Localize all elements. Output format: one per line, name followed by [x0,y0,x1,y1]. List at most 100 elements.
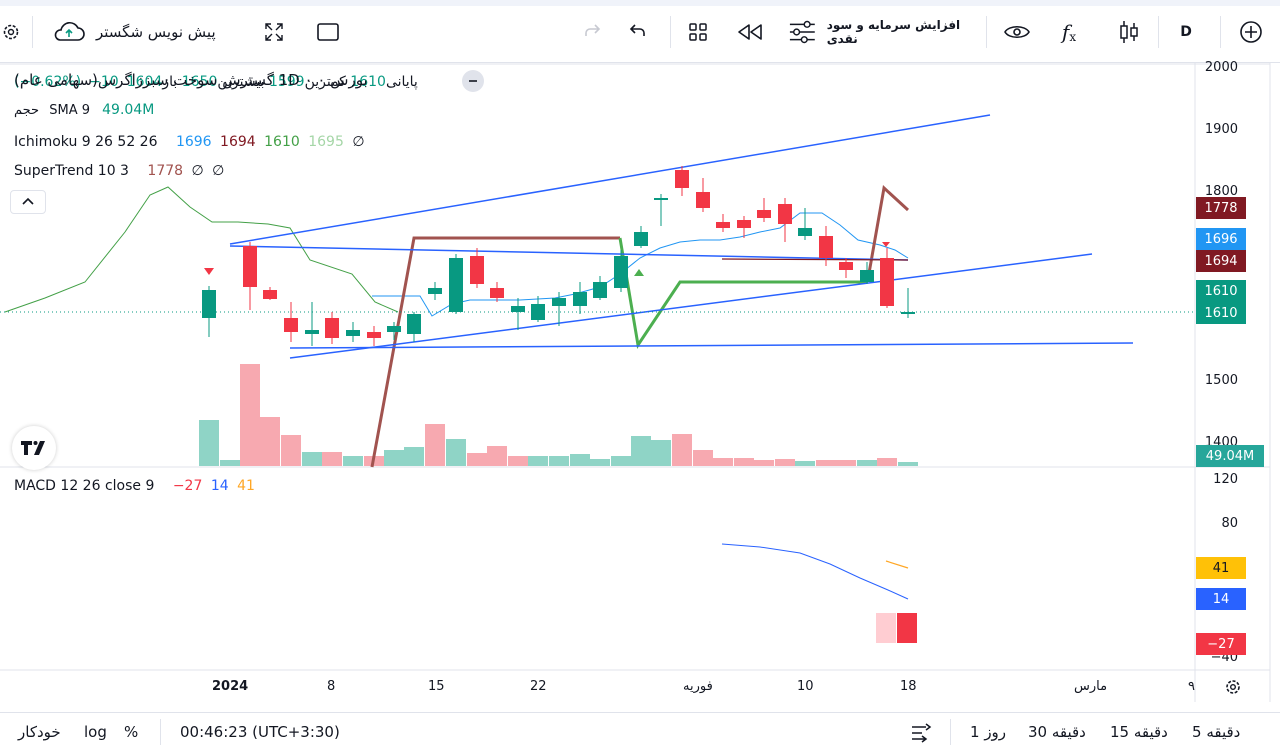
date-tick: 2024 [212,679,249,694]
price-tick: 2000 [1204,60,1238,75]
candlesticks [202,166,915,346]
macd-legend: MACD 12 26 close 9 −27 14 41 [14,476,255,496]
volume-bar [343,456,363,466]
top-edge [0,0,1280,6]
volume-bar [775,459,795,466]
volume-bar [857,460,877,466]
timezone-clock[interactable]: 00:46:23 (UTC+3:30) [180,723,340,741]
volume-bar [590,459,610,466]
log-scale-button[interactable]: log [84,723,107,741]
percent-scale-button[interactable]: % [124,723,139,741]
price-tick: 1500 [1204,373,1238,388]
candle [243,246,257,287]
candle [511,306,525,312]
snapshot-square-icon[interactable] [316,16,340,48]
supertrend-line-red [370,236,620,468]
volume-bar [611,456,631,466]
redo-icon[interactable] [580,16,604,48]
toolbar-separator [32,16,33,48]
axis-settings-gear-icon[interactable] [1222,676,1244,702]
volume-bars [199,364,918,466]
ichimoku-value-1: 1696 [175,134,212,150]
publish-label: پیش نویس شگستر [96,23,216,41]
indicator-sliders-button[interactable]: افزایش سرمایه و سود نقدی [788,16,988,48]
settings-gear-icon[interactable] [0,16,22,48]
null-sign: ∅ [212,163,225,179]
volume-bar [549,456,569,466]
date-range-icon[interactable] [910,721,934,747]
macd-line-tag: 14 [1196,588,1246,610]
trendline-rising [289,253,1093,359]
macd-hist-bar [876,613,896,643]
volume-bar [446,439,466,466]
tradingview-logo-icon[interactable] [12,426,56,470]
chart-area[interactable]: (−0.62%) −10 پایانی1610 کمترین1599 بیشتر… [0,60,1280,702]
timeframe-5min-button[interactable]: 5 دقیقه [1192,723,1241,741]
legend-toggle-button[interactable] [10,190,46,214]
buy-arrow-marker [634,269,644,276]
change-value: −10 [89,74,119,90]
candle [552,298,566,306]
top-toolbar: پیش نویس شگستر افزایش سرمایه و سود نقدی … [0,0,1280,63]
volume-bar [651,440,671,466]
volume-bar [425,424,445,466]
volume-bar [487,446,507,466]
volume-bar [713,458,733,466]
candle [675,170,689,188]
ichimoku-tenkan-line [372,212,909,317]
candle [737,220,751,228]
volume-bar [467,453,487,466]
sma-label: SMA 9 [49,103,90,118]
timeframe-15min-button[interactable]: 15 دقیقه [1110,723,1168,741]
timeframe-1day-button[interactable]: 1 روز [970,723,1007,741]
symbol-title[interactable]: بورس ۰ 1D ۰ گسترش سوخت سبززاگرس(سهامی عا… [14,71,368,89]
candle [634,232,648,246]
publish-button[interactable]: پیش نویس شگستر [52,16,252,48]
date-tick: 15 [428,679,445,694]
fullscreen-icon[interactable] [262,16,286,48]
volume-bar [528,456,548,466]
volume-bar [508,456,528,466]
eye-icon[interactable] [1002,16,1032,48]
add-symbol-plus-icon[interactable] [1238,16,1264,48]
cloud-upload-icon [54,22,85,41]
date-tick: 8 [327,679,336,694]
macd-tick: 80 [1221,516,1238,531]
legend-collapse-button[interactable] [462,70,484,92]
volume-bar [240,364,260,466]
replay-rewind-icon[interactable] [734,16,766,48]
volume-bar [816,460,836,466]
interval-button[interactable]: D [1180,24,1192,40]
bottom-toolbar: خودکار log % 00:46:23 (UTC+3:30) 1 روز 3… [0,712,1280,751]
candle [880,258,894,306]
volume-bar [302,452,322,466]
date-tick: 10 [797,679,814,694]
undo-icon[interactable] [626,16,650,48]
candle [263,290,277,299]
macd-value-1: −27 [172,478,203,494]
volume-bar [260,417,280,466]
candle [819,236,833,258]
date-tick: ۹ [1188,679,1195,694]
main-legend: (−0.62%) −10 پایانی1610 کمترین1599 بیشتر… [14,72,418,92]
ichimoku-lagging-line [4,186,399,313]
close-price-tag: 1610 [1196,280,1246,302]
volume-bar [322,452,342,466]
date-tick: 22 [530,679,547,694]
volume-bar [693,450,713,466]
macd-label: MACD 12 26 close 9 [14,478,155,494]
candle [593,282,607,298]
candle [470,256,484,284]
auto-scale-button[interactable]: خودکار [18,723,61,741]
candles-chart-type-icon[interactable] [1116,16,1142,48]
supertrend-value: 1778 [147,163,184,179]
macd-value-2: 14 [210,478,229,494]
candle [407,314,421,334]
layout-grid-icon[interactable] [686,16,710,48]
price-tick: 1900 [1204,122,1238,137]
candle [573,292,587,306]
volume-bar [734,458,754,466]
chart-canvas [0,62,1271,702]
timeframe-30min-button[interactable]: 30 دقیقه [1028,723,1086,741]
